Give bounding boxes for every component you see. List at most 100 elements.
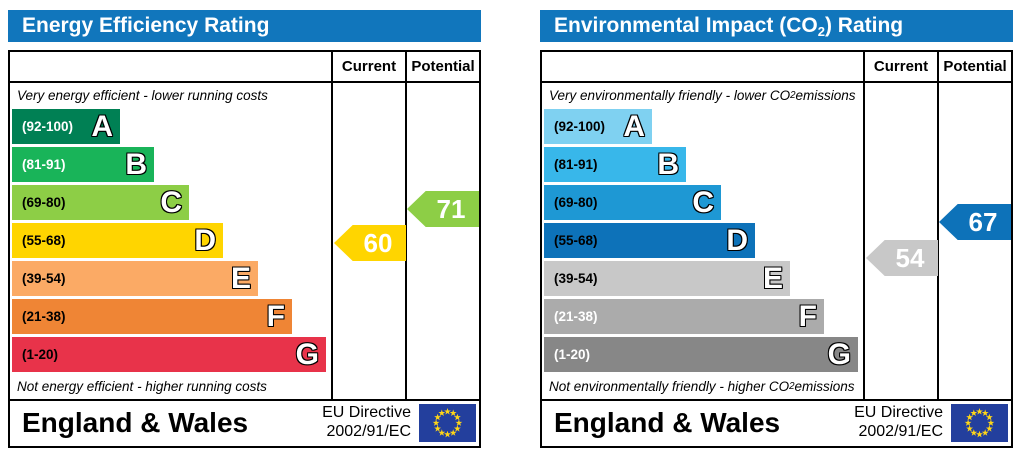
current-rating-arrow: 60 [334, 225, 406, 261]
band-c-letter: C [160, 185, 182, 219]
band-row: (39-54) E [10, 260, 331, 298]
band-e-range-label: (39-54) [22, 271, 66, 286]
band-d-bar: (55-68) D [544, 223, 755, 258]
title-text-end: ) Rating [824, 14, 904, 37]
band-g-range-label: (1-20) [554, 347, 591, 362]
current-column-header: Current [863, 52, 937, 81]
band-row: (69-80) C [542, 184, 863, 222]
band-c-bar: (69-80) C [12, 185, 189, 220]
potential-column-header: Potential [937, 52, 1011, 81]
band-row: (21-38) F [542, 298, 863, 336]
current-column-divider [331, 83, 333, 399]
energy-chart-body: Very energy efficient - lower running co… [10, 83, 479, 399]
band-row: (69-80) C [10, 184, 331, 222]
header-spacer [542, 52, 863, 81]
energy-panel-title: Energy Efficiency Rating [8, 10, 481, 42]
environmental-chart-body: Very environmentally friendly - lower CO… [542, 83, 1011, 399]
band-f-range-label: (21-38) [554, 309, 598, 324]
band-b-bar: (81-91) B [544, 147, 686, 182]
band-f-bar: (21-38) F [544, 299, 824, 334]
eu-directive-label: EU Directive 2002/91/EC [854, 404, 943, 442]
band-d-range-label: (55-68) [554, 233, 598, 248]
current-rating-arrow: 54 [866, 240, 938, 276]
title-subscript: 2 [817, 24, 825, 40]
caption-text: Very environmentally friendly - lower CO [549, 88, 791, 103]
top-caption: Very energy efficient - lower running co… [10, 83, 331, 108]
potential-rating-value: 67 [968, 207, 998, 237]
band-e-bar: (39-54) E [544, 261, 790, 296]
table-header-row: Current Potential [542, 52, 1011, 83]
eu-directive-line2: 2002/91/EC [326, 422, 411, 440]
band-c-letter: C [692, 185, 714, 219]
band-g-bar: (1-20) G [544, 337, 858, 372]
band-row: (92-100) A [10, 108, 331, 146]
caption-text-end: emissions [795, 88, 856, 103]
band-d-bar: (55-68) D [12, 223, 223, 258]
potential-rating-arrow: 67 [939, 204, 1011, 240]
band-d-range-label: (55-68) [22, 233, 66, 248]
band-e-bar: (39-54) E [12, 261, 258, 296]
caption-text: Not environmentally friendly - higher CO [549, 379, 790, 394]
band-a-bar: (92-100) A [544, 109, 652, 144]
band-a-range-label: (92-100) [22, 119, 74, 134]
eu-directive-label: EU Directive 2002/91/EC [322, 404, 411, 442]
table-header-row: Current Potential [10, 52, 479, 83]
band-row: (81-91) B [10, 146, 331, 184]
environmental-panel-title: Environmental Impact (CO2) Rating [540, 10, 1013, 42]
band-d-letter: D [726, 223, 748, 257]
band-g-range-label: (1-20) [22, 347, 59, 362]
band-a-bar: (92-100) A [12, 109, 120, 144]
band-c-range-label: (69-80) [22, 195, 66, 210]
table-footer-row: England & Wales EU Directive 2002/91/EC [542, 399, 1011, 444]
potential-column-divider [405, 83, 407, 399]
environmental-impact-panel: Environmental Impact (CO2) Rating Curren… [540, 8, 1013, 448]
top-caption: Very environmentally friendly - lower CO… [542, 83, 863, 108]
band-c-range-label: (69-80) [554, 195, 598, 210]
energy-band-chart: Very energy efficient - lower running co… [10, 83, 331, 399]
energy-rating-table: Current Potential Very energy efficient … [8, 50, 481, 448]
band-row: (1-20) G [542, 336, 863, 374]
band-g-bar: (1-20) G [12, 337, 326, 372]
potential-column-divider [937, 83, 939, 399]
band-row: (81-91) B [542, 146, 863, 184]
caption-subscript: 2 [790, 90, 796, 101]
band-row: (55-68) D [10, 222, 331, 260]
band-row: (55-68) D [542, 222, 863, 260]
region-label: England & Wales [22, 406, 249, 438]
band-f-letter: F [798, 299, 817, 333]
eu-directive-line1: EU Directive [854, 403, 943, 421]
band-c-bar: (69-80) C [544, 185, 721, 220]
band-d-letter: D [194, 223, 216, 257]
environmental-band-chart: Very environmentally friendly - lower CO… [542, 83, 863, 399]
band-f-range-label: (21-38) [22, 309, 66, 324]
current-rating-value: 60 [363, 228, 393, 258]
energy-efficiency-panel: Energy Efficiency Rating Current Potenti… [8, 8, 481, 448]
band-row: (92-100) A [542, 108, 863, 146]
band-b-range-label: (81-91) [554, 157, 598, 172]
eu-flag-icon [951, 403, 1008, 442]
band-f-letter: F [266, 299, 285, 333]
band-g-letter: G [827, 337, 851, 371]
bottom-caption: Not environmentally friendly - higher CO… [542, 374, 863, 399]
potential-rating-value: 71 [436, 194, 466, 224]
current-column-header: Current [331, 52, 405, 81]
title-text: Environmental Impact (CO [554, 14, 818, 37]
band-row: (1-20) G [10, 336, 331, 374]
band-b-range-label: (81-91) [22, 157, 66, 172]
band-e-range-label: (39-54) [554, 271, 598, 286]
band-e-letter: E [762, 261, 783, 295]
band-b-letter: B [657, 147, 679, 181]
band-a-letter: A [623, 109, 645, 143]
band-a-letter: A [91, 109, 113, 143]
header-spacer [10, 52, 331, 81]
eu-directive-line1: EU Directive [322, 403, 411, 421]
potential-rating-arrow: 71 [407, 191, 479, 227]
caption-text: Very energy efficient - lower running co… [17, 88, 268, 103]
current-rating-value: 54 [895, 243, 925, 273]
region-label: England & Wales [554, 406, 781, 438]
band-e-letter: E [230, 261, 251, 295]
band-f-bar: (21-38) F [12, 299, 292, 334]
environmental-rating-table: Current Potential Very environmentally f… [540, 50, 1013, 448]
band-a-range-label: (92-100) [554, 119, 606, 134]
